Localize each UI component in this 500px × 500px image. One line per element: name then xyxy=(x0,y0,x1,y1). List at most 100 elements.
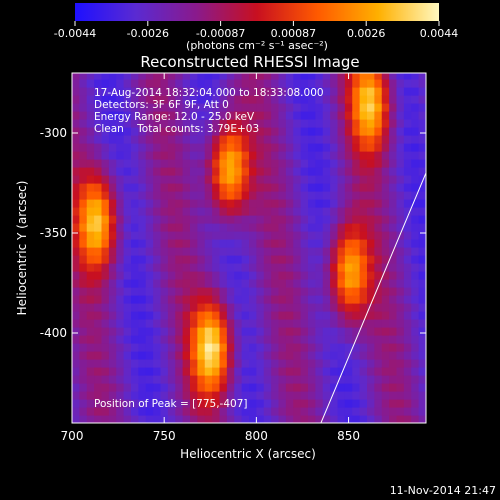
heatmap-cell xyxy=(145,407,154,416)
heatmap-cell xyxy=(308,359,316,368)
heatmap-cell xyxy=(153,375,162,384)
heatmap-cell xyxy=(175,73,184,80)
heatmap-cell xyxy=(381,327,390,336)
heatmap-cell xyxy=(94,143,103,152)
heatmap-cell xyxy=(72,399,80,408)
heatmap-cell xyxy=(278,287,287,296)
heatmap-cell xyxy=(293,327,302,336)
heatmap-cell xyxy=(308,287,316,296)
heatmap-cell xyxy=(167,375,176,384)
heatmap-cell xyxy=(249,383,257,392)
heatmap-cell xyxy=(175,175,184,184)
heatmap-cell xyxy=(367,111,375,120)
heatmap-cell xyxy=(123,327,132,336)
heatmap-cell xyxy=(263,103,272,112)
heatmap-cell xyxy=(396,119,405,128)
heatmap-cell xyxy=(322,207,331,216)
heatmap-cell xyxy=(190,343,198,352)
heatmap-cell xyxy=(381,343,390,352)
heatmap-cell xyxy=(167,111,176,120)
heatmap-cell xyxy=(374,327,383,336)
heatmap-cell xyxy=(138,263,147,272)
heatmap-cell xyxy=(160,159,169,168)
heatmap-cell xyxy=(182,279,191,288)
heatmap-cell xyxy=(315,87,324,96)
heatmap-cell xyxy=(352,295,361,304)
heatmap-cell xyxy=(175,127,184,136)
heatmap-cell xyxy=(344,95,353,104)
heatmap-cell xyxy=(396,415,405,423)
heatmap-cell xyxy=(308,159,316,168)
heatmap-cell xyxy=(167,271,176,280)
heatmap-cell xyxy=(352,303,361,312)
heatmap-cell xyxy=(138,303,147,312)
heatmap-cell xyxy=(352,207,361,216)
heatmap-cell xyxy=(79,271,88,280)
heatmap-cell xyxy=(190,239,198,248)
heatmap-cell xyxy=(285,111,294,120)
heatmap-cell xyxy=(219,335,228,344)
heatmap-cell xyxy=(411,199,420,208)
heatmap-cell xyxy=(145,279,154,288)
heatmap-cell xyxy=(72,191,80,200)
heatmap-cell xyxy=(315,207,324,216)
heatmap-cell xyxy=(160,167,169,176)
heatmap-cell xyxy=(116,95,125,104)
heatmap-cell xyxy=(256,343,265,352)
heatmap-cell xyxy=(344,119,353,128)
heatmap-cell xyxy=(138,287,147,296)
heatmap-cell xyxy=(315,303,324,312)
heatmap-cell xyxy=(322,295,331,304)
heatmap-cell xyxy=(352,79,361,88)
heatmap-cell xyxy=(108,215,117,224)
heatmap-cell xyxy=(263,367,272,376)
heatmap-cell xyxy=(403,375,412,384)
heatmap-cell xyxy=(72,415,80,423)
heatmap-cell xyxy=(72,319,80,328)
heatmap-cell xyxy=(418,207,426,216)
heatmap-cell xyxy=(344,79,353,88)
heatmap-cell xyxy=(285,407,294,416)
heatmap-cell xyxy=(285,343,294,352)
heatmap-cell xyxy=(278,151,287,160)
heatmap-cell xyxy=(256,111,265,120)
heatmap-cell xyxy=(86,231,95,240)
heatmap-cell xyxy=(263,95,272,104)
heatmap-cell xyxy=(403,391,412,400)
heatmap-cell xyxy=(175,335,184,344)
heatmap-cell xyxy=(271,287,280,296)
heatmap-cell xyxy=(153,319,162,328)
heatmap-cell xyxy=(418,159,426,168)
heatmap-cell xyxy=(263,295,272,304)
heatmap-cell xyxy=(381,119,390,128)
heatmap-cell xyxy=(175,199,184,208)
heatmap-cell xyxy=(403,311,412,320)
heatmap-cell xyxy=(72,119,80,128)
heatmap-cell xyxy=(256,383,265,392)
heatmap-cell xyxy=(234,391,243,400)
heatmap-cell xyxy=(175,311,184,320)
heatmap-cell xyxy=(197,143,206,152)
heatmap-cell xyxy=(396,159,405,168)
heatmap-cell xyxy=(219,415,228,423)
heatmap-cell xyxy=(278,143,287,152)
heatmap-cell xyxy=(389,375,398,384)
heatmap-cell xyxy=(116,311,125,320)
heatmap-cell xyxy=(337,255,346,264)
heatmap-cell xyxy=(300,343,309,352)
heatmap-cell xyxy=(226,359,235,368)
heatmap-cell xyxy=(293,191,302,200)
heatmap-cell xyxy=(337,327,346,336)
heatmap-cell xyxy=(352,103,361,112)
heatmap-cell xyxy=(108,343,117,352)
heatmap-cell xyxy=(94,391,103,400)
heatmap-cell xyxy=(344,375,353,384)
heatmap-cell xyxy=(344,319,353,328)
heatmap-cell xyxy=(101,143,110,152)
heatmap-cell xyxy=(271,103,280,112)
heatmap-cell xyxy=(72,295,80,304)
heatmap-cell xyxy=(352,319,361,328)
heatmap-cell xyxy=(138,111,147,120)
heatmap-cell xyxy=(389,73,398,80)
heatmap-cell xyxy=(367,87,375,96)
